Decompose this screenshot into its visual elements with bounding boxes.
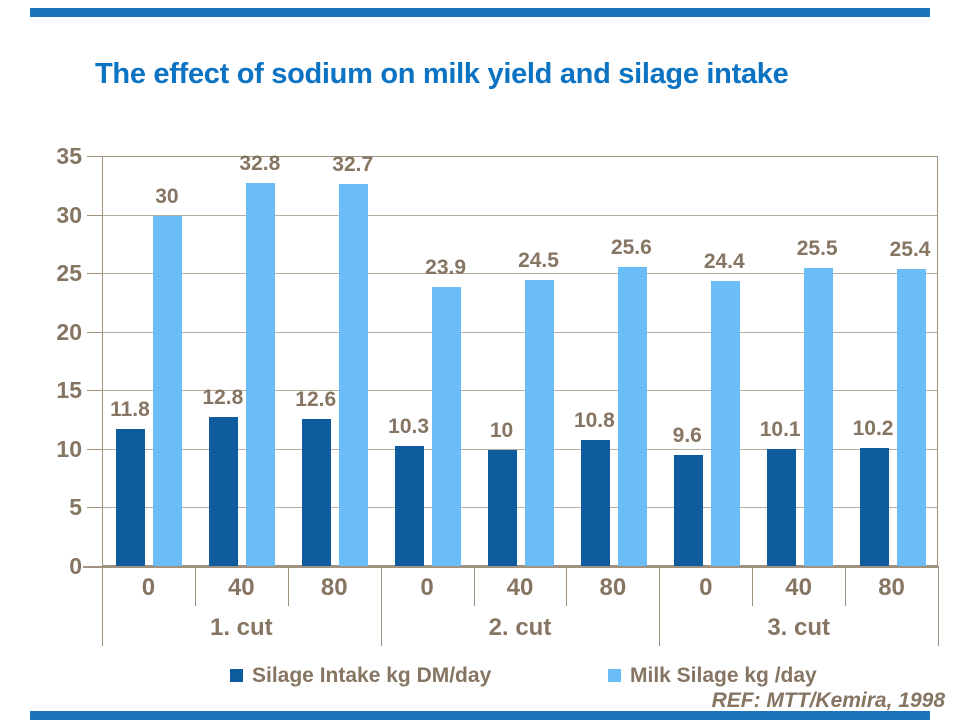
page-title: The effect of sodium on milk yield and s… [95, 58, 789, 90]
y-axis-tick-label: 0 [69, 553, 82, 579]
bar-silage-intake [488, 449, 517, 567]
y-axis-tick [87, 448, 102, 450]
bar-silage-intake [302, 419, 332, 567]
bar-milk-silage [710, 281, 740, 567]
legend-swatch-milk-silage [608, 669, 621, 682]
gridline [103, 390, 937, 392]
y-axis-tick-label: 20 [56, 318, 82, 345]
bar-value-label: 25.4 [889, 238, 931, 262]
bar-milk-silage [432, 287, 462, 567]
y-axis-tick-label: 30 [56, 201, 82, 228]
bar-value-label: 11.8 [110, 397, 150, 421]
axis-separator [102, 566, 103, 646]
cut-group-label: 3. cut [767, 614, 830, 641]
bar-silage-intake [116, 428, 146, 567]
bar-value-label: 32.7 [332, 152, 374, 176]
sodium-level-label: 80 [320, 574, 348, 601]
cut-group-label: 2. cut [488, 614, 552, 641]
sodium-level-label: 40 [227, 574, 255, 601]
axis-separator [287, 566, 289, 606]
legend-label-silage-intake: Silage Intake kg DM/day [252, 664, 492, 687]
bar-silage-intake [859, 447, 889, 567]
bar-value-label: 24.4 [703, 250, 745, 274]
sodium-level-label: 0 [420, 574, 434, 601]
bar-value-label: 32.8 [239, 151, 281, 175]
sodium-level-label: 0 [699, 574, 713, 601]
y-axis-tick [87, 331, 102, 333]
bar-value-label: 30 [155, 184, 179, 208]
bar-value-label: 10.8 [573, 409, 615, 433]
sodium-level-label: 80 [878, 574, 905, 601]
gridline [103, 214, 937, 216]
y-axis-tick-label: 35 [56, 143, 82, 169]
axis-separator [752, 566, 754, 606]
axis-separator [938, 566, 939, 646]
plot-area [102, 156, 938, 567]
top-accent-bar [30, 8, 930, 17]
bar-milk-silage [525, 280, 554, 567]
bar-value-label: 25.6 [610, 236, 652, 260]
cut-group-label: 1. cut [209, 614, 273, 641]
gridline [103, 507, 937, 509]
bar-value-label: 10 [489, 418, 514, 442]
axis-separator [659, 566, 661, 646]
y-axis-tick-label: 15 [56, 377, 82, 404]
bar-value-label: 9.6 [672, 423, 702, 447]
bar-milk-silage [246, 182, 276, 567]
y-axis-tick [87, 156, 102, 157]
bar-value-label: 23.9 [425, 256, 467, 280]
legend-swatch-silage-intake [230, 669, 243, 682]
x-axis-baseline [83, 566, 939, 568]
gridline [103, 273, 937, 275]
sodium-level-label: 0 [141, 574, 156, 601]
bar-milk-silage [339, 183, 369, 567]
bar-milk-silage [617, 267, 647, 567]
bar-value-label: 12.8 [202, 386, 244, 410]
sodium-level-label: 80 [599, 574, 627, 601]
bar-silage-intake [580, 440, 610, 567]
y-axis-tick [87, 214, 102, 216]
y-axis-tick-label: 5 [69, 494, 82, 521]
y-axis-tick [87, 390, 102, 392]
axis-separator [194, 566, 196, 606]
bar-value-label: 10.1 [759, 417, 801, 441]
reference-note: REF: MTT/Kemira, 1998 [711, 689, 945, 712]
bar-silage-intake [673, 454, 703, 567]
y-axis-tick-label: 10 [56, 435, 82, 462]
bar-value-label: 24.5 [518, 249, 559, 272]
axis-separator [845, 566, 847, 606]
bar-value-label: 25.5 [796, 237, 838, 261]
sodium-level-label: 40 [785, 574, 812, 601]
gridline [103, 331, 937, 333]
axis-separator [566, 566, 568, 606]
bar-value-label: 10.2 [852, 416, 894, 440]
bar-milk-silage [803, 268, 833, 567]
bar-milk-silage [153, 215, 183, 567]
sodium-level-label: 40 [506, 574, 534, 601]
bar-value-label: 10.3 [388, 415, 430, 439]
bar-silage-intake [766, 448, 796, 567]
bar-milk-silage [896, 269, 926, 567]
gridline [103, 448, 937, 450]
y-axis-tick-label: 25 [56, 260, 82, 287]
axis-separator [380, 566, 382, 646]
bar-silage-intake [209, 417, 239, 567]
bottom-accent-bar [30, 711, 930, 720]
axis-separator [473, 566, 475, 606]
y-axis-tick [87, 273, 102, 275]
y-axis-tick [87, 507, 102, 509]
bar-value-label: 12.6 [295, 388, 337, 412]
legend-label-milk-silage: Milk Silage kg /day [630, 664, 817, 687]
bar-silage-intake [395, 446, 425, 567]
